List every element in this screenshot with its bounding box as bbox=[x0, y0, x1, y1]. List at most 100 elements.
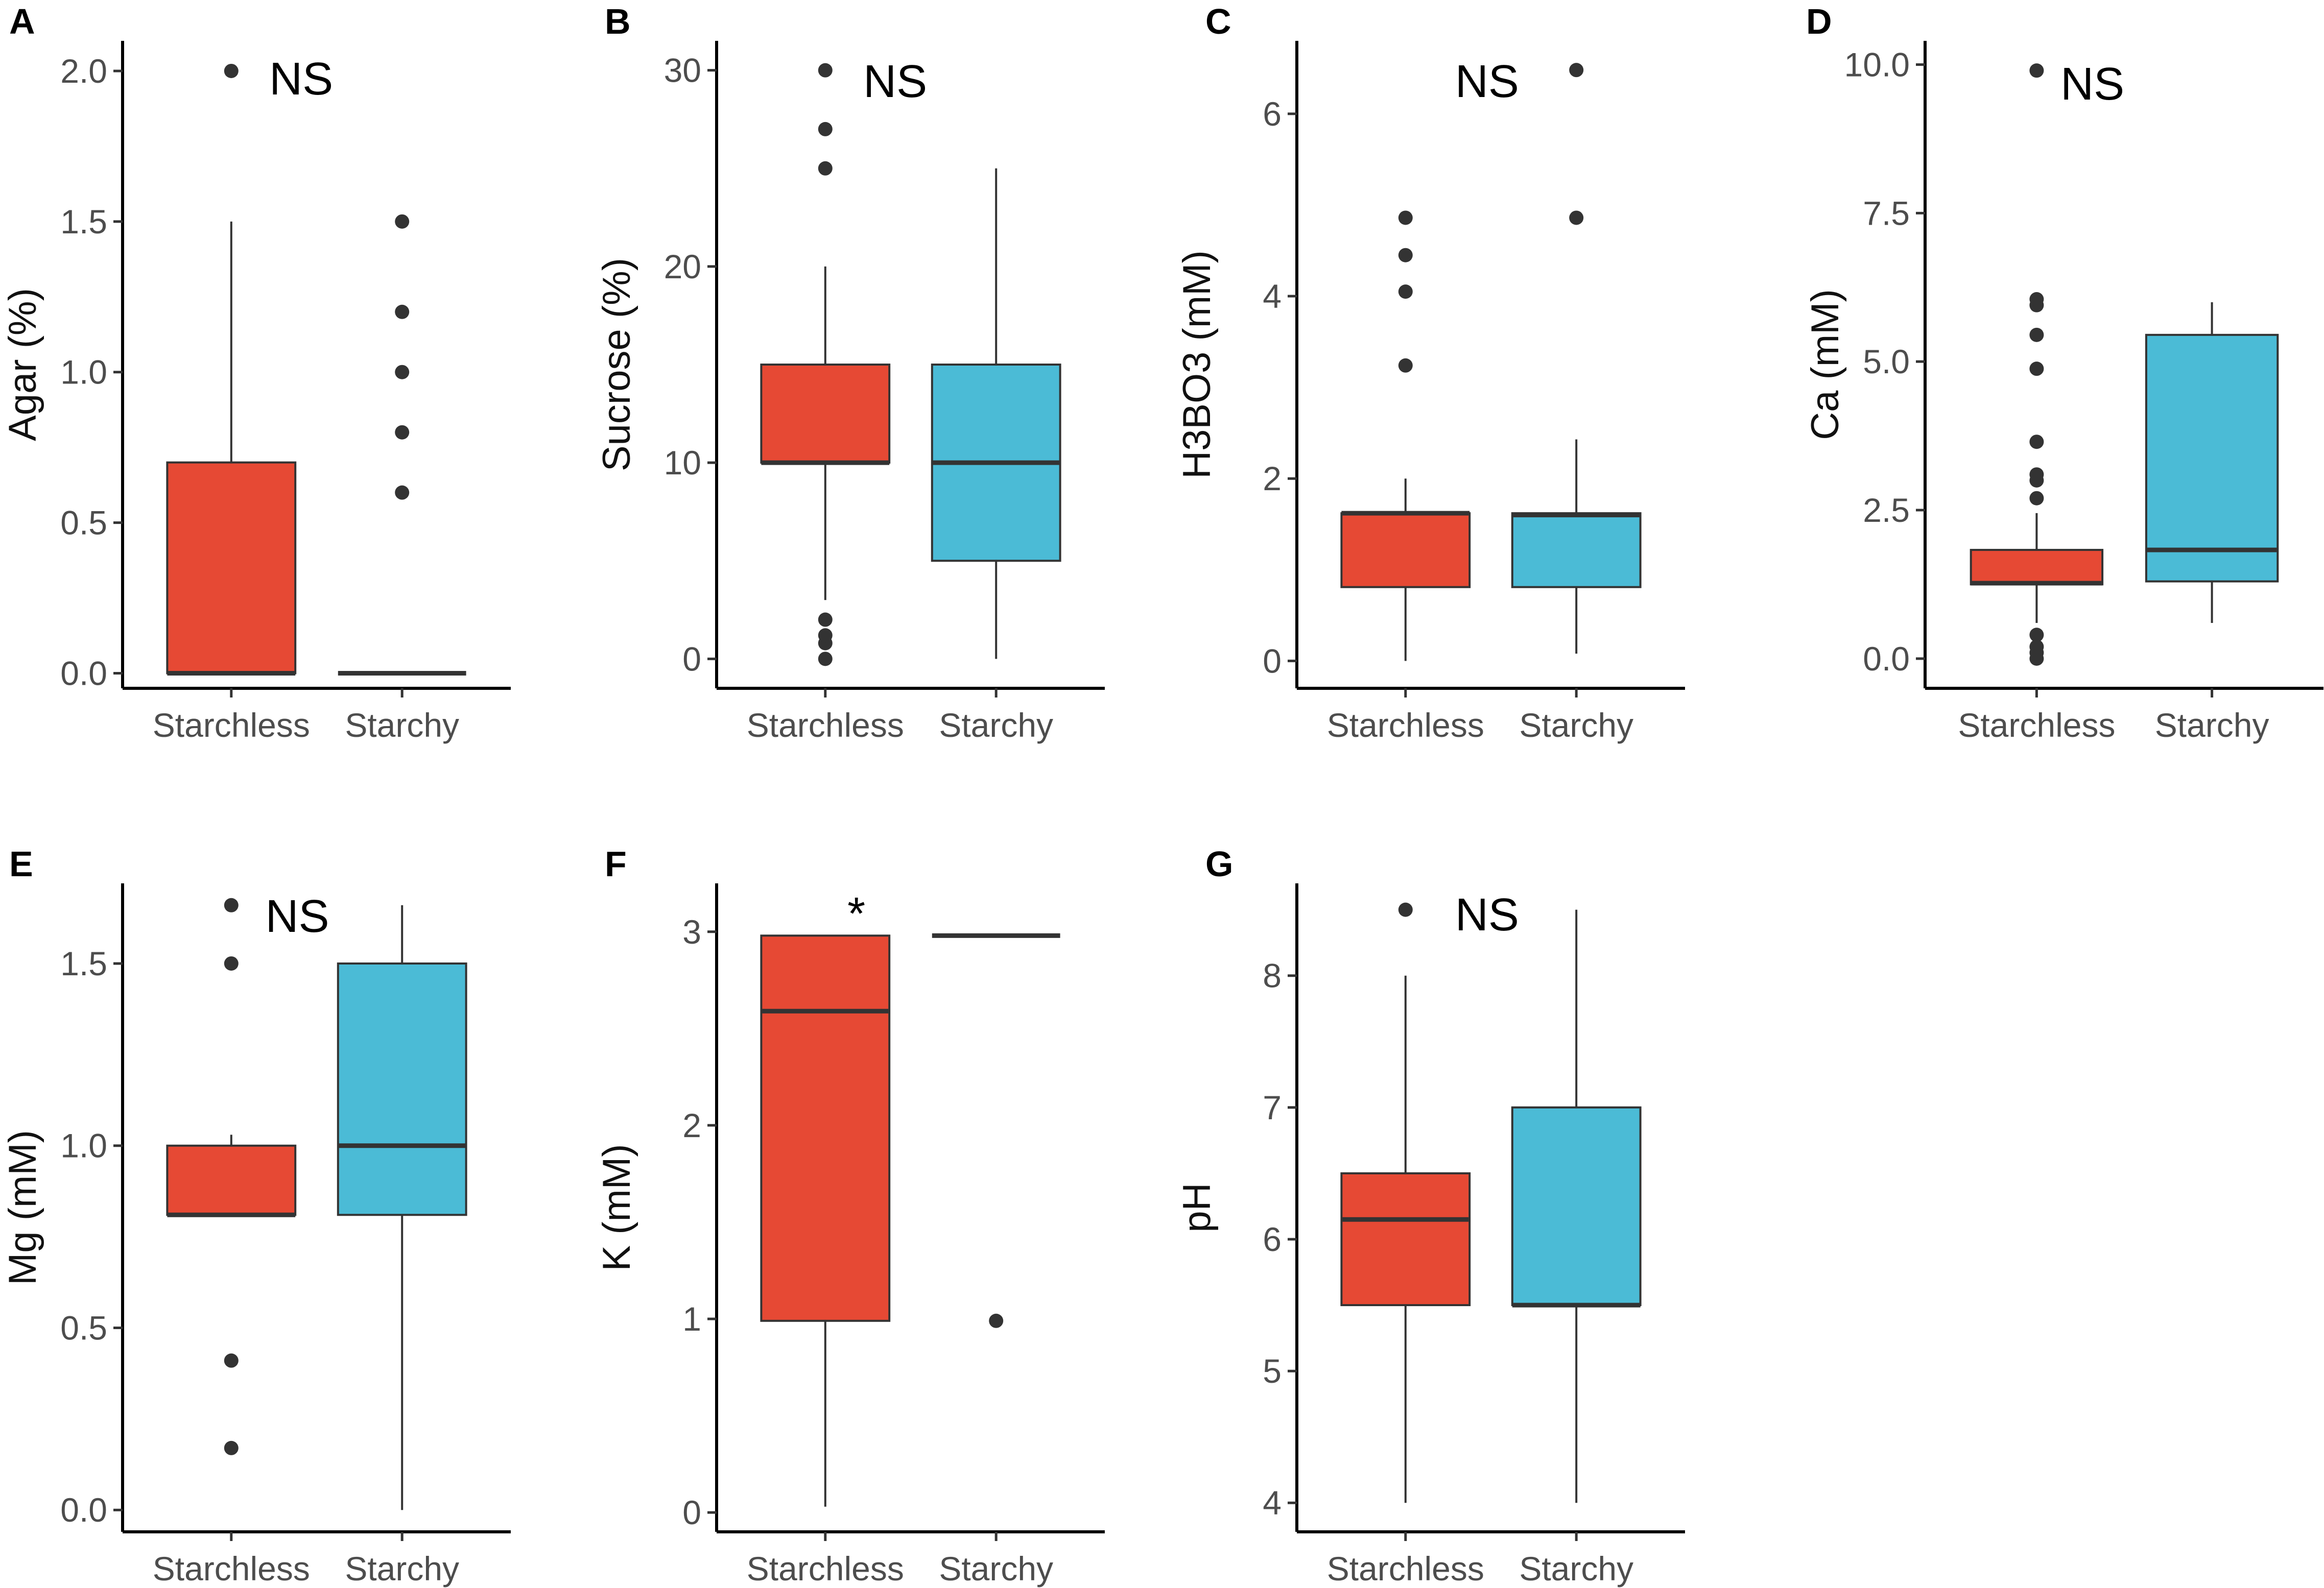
box-body bbox=[166, 461, 297, 675]
x-tick-label: Starchy bbox=[345, 706, 459, 744]
outlier-point bbox=[395, 304, 410, 319]
outlier-point bbox=[818, 63, 833, 78]
box-starchy bbox=[1511, 909, 1642, 1503]
panel-letter: B bbox=[605, 2, 631, 41]
outlier-point bbox=[395, 485, 410, 500]
y-axis-title: pH bbox=[1175, 1183, 1219, 1232]
y-tick-label: 6 bbox=[1263, 95, 1282, 133]
y-tick-label: 4 bbox=[1263, 1484, 1282, 1522]
significance-label: NS bbox=[269, 54, 333, 105]
x-tick-label: Starchy bbox=[939, 706, 1053, 744]
outlier-point bbox=[818, 628, 833, 643]
outlier-point bbox=[395, 214, 410, 229]
y-tick-label: 0.5 bbox=[60, 1309, 107, 1346]
y-tick-label: 0 bbox=[682, 1494, 701, 1531]
panel-letter: C bbox=[1205, 2, 1231, 41]
significance-label: NS bbox=[265, 891, 329, 942]
box-body bbox=[1511, 1106, 1642, 1307]
box-body bbox=[1511, 512, 1642, 588]
box-starchless bbox=[1970, 63, 2104, 666]
outlier-point bbox=[2029, 639, 2044, 654]
outlier-point bbox=[1569, 210, 1584, 225]
outlier-point bbox=[1398, 284, 1413, 299]
y-tick-label: 10 bbox=[664, 444, 701, 482]
box-starchless bbox=[1340, 210, 1471, 661]
x-tick-label: Starchless bbox=[1327, 706, 1484, 744]
outlier-point bbox=[395, 425, 410, 440]
y-tick-label: 0.0 bbox=[60, 655, 107, 692]
x-tick-label: Starchy bbox=[345, 1550, 459, 1587]
significance-label: NS bbox=[863, 56, 927, 107]
x-tick-label: Starchless bbox=[153, 706, 310, 744]
box-starchy bbox=[2145, 302, 2279, 623]
box-body bbox=[2145, 333, 2279, 583]
y-tick-label: 0.0 bbox=[60, 1491, 107, 1529]
x-tick-label: Starchless bbox=[747, 1550, 904, 1587]
y-tick-label: 10.0 bbox=[1844, 46, 1910, 84]
box-body bbox=[760, 364, 891, 464]
y-tick-label: 0.5 bbox=[60, 504, 107, 542]
significance-label: * bbox=[847, 888, 865, 940]
outlier-point bbox=[2029, 292, 2044, 307]
outlier-point bbox=[2029, 362, 2044, 376]
y-axis-title: Sucrose (%) bbox=[595, 258, 638, 471]
y-tick-label: 1.0 bbox=[60, 353, 107, 391]
y-tick-label: 20 bbox=[664, 248, 701, 285]
x-tick-label: Starchless bbox=[153, 1550, 310, 1587]
significance-label: NS bbox=[2060, 59, 2124, 110]
y-tick-label: 0 bbox=[682, 640, 701, 678]
significance-label: NS bbox=[1455, 889, 1519, 941]
x-tick-label: Starchy bbox=[1519, 706, 1633, 744]
x-tick-label: Starchless bbox=[1327, 1550, 1484, 1587]
box-body bbox=[1340, 1172, 1471, 1307]
y-axis-title: Ca (mM) bbox=[1804, 289, 1847, 440]
y-tick-label: 5 bbox=[1263, 1352, 1282, 1390]
outlier-point bbox=[224, 1440, 239, 1455]
outlier-point bbox=[2029, 628, 2044, 642]
significance-label: NS bbox=[1455, 56, 1519, 107]
box-starchless bbox=[760, 934, 891, 1507]
y-tick-label: 6 bbox=[1263, 1220, 1282, 1258]
box-starchy bbox=[932, 933, 1060, 1328]
x-tick-label: Starchless bbox=[1958, 706, 2115, 744]
y-tick-label: 2 bbox=[682, 1106, 701, 1144]
outlier-point bbox=[818, 612, 833, 627]
box-body bbox=[1340, 512, 1471, 588]
box-body bbox=[1970, 548, 2104, 586]
outlier-point bbox=[224, 956, 239, 971]
y-tick-label: 2.0 bbox=[60, 52, 107, 90]
box-starchless bbox=[760, 63, 891, 666]
y-tick-label: 0.0 bbox=[1863, 640, 1910, 678]
outlier-point bbox=[2029, 435, 2044, 449]
box-body bbox=[337, 962, 467, 1216]
y-tick-label: 0 bbox=[1263, 642, 1282, 680]
panel-d: D 0.0 2.5 5.0 7.5 10.0 Ca (mM) Starchless Starch… bbox=[1804, 2, 2323, 744]
panel-letter: G bbox=[1205, 844, 1233, 884]
outlier-point bbox=[2029, 491, 2044, 506]
panel-e: E 0.0 0.5 1.0 1.5 Mg (mM) Starchless Starchy NS bbox=[1, 844, 511, 1587]
x-tick-label: Starchy bbox=[2155, 706, 2269, 744]
box-starchy bbox=[1511, 63, 1642, 654]
panel-letter: F bbox=[605, 844, 627, 884]
box-starchless bbox=[166, 63, 297, 676]
panel-letter: E bbox=[9, 844, 33, 884]
panel-g: G 4 5 6 7 8 pH Starchless Starchy NS bbox=[1175, 844, 1685, 1587]
x-tick-label: Starchless bbox=[747, 706, 904, 744]
outlier-point bbox=[1398, 210, 1413, 225]
y-tick-label: 3 bbox=[682, 913, 701, 951]
box-starchy bbox=[338, 214, 466, 676]
outlier-point bbox=[1569, 63, 1584, 78]
outlier-point bbox=[1398, 248, 1413, 262]
outlier-point bbox=[1398, 902, 1413, 917]
y-tick-label: 4 bbox=[1263, 277, 1282, 315]
y-tick-label: 1 bbox=[682, 1300, 701, 1338]
box-starchless bbox=[1340, 902, 1471, 1503]
y-axis-title: Mg (mM) bbox=[1, 1130, 44, 1285]
outlier-point bbox=[224, 63, 239, 78]
panel-f: F 0 1 2 3 K (mM) Starchless Starchy * bbox=[595, 844, 1105, 1587]
x-tick-label: Starchy bbox=[1519, 1550, 1633, 1587]
panel-letter: A bbox=[9, 2, 35, 41]
outlier-point bbox=[818, 652, 833, 666]
y-tick-label: 30 bbox=[664, 52, 701, 89]
